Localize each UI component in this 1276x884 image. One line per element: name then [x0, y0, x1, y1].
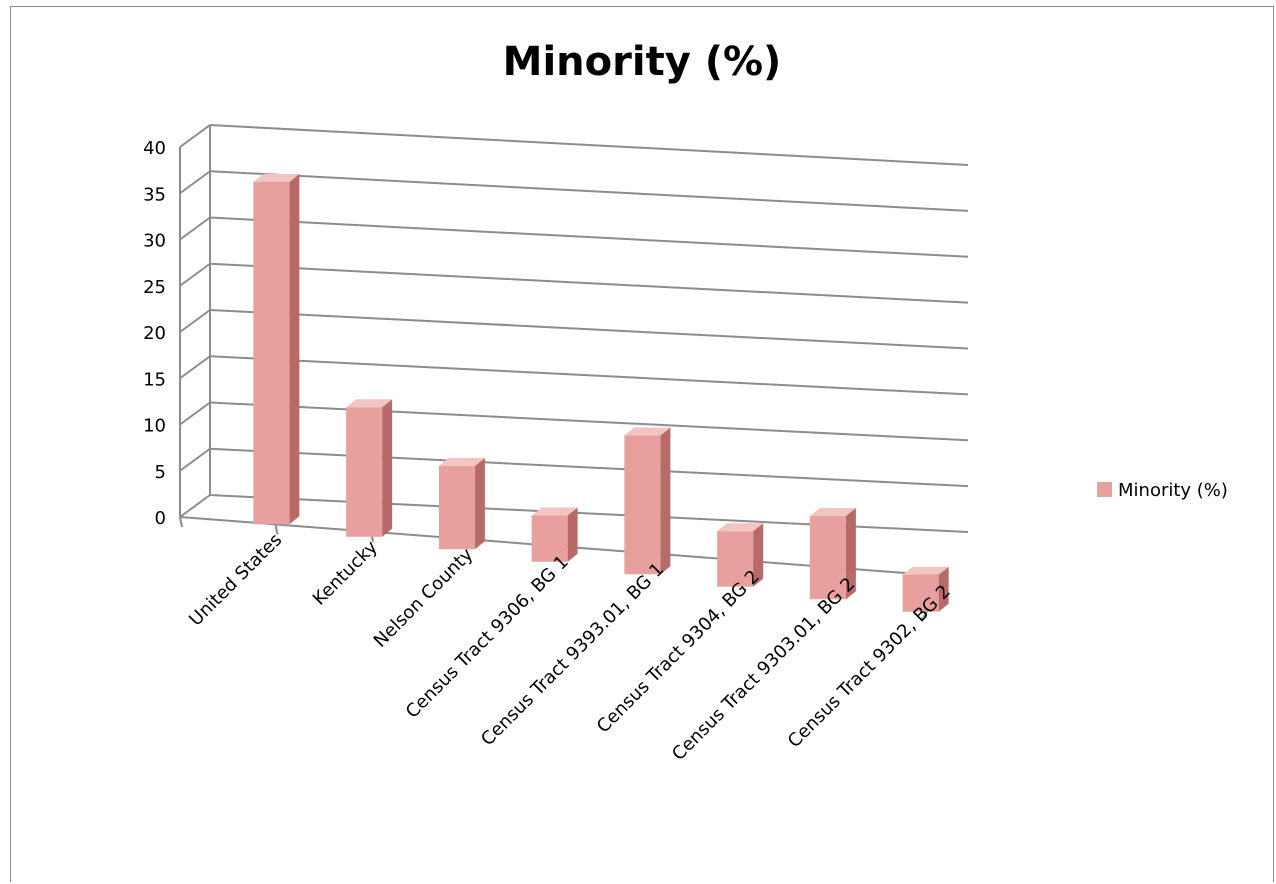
bar-side	[845, 508, 856, 600]
y-tick-label: 5	[155, 462, 166, 483]
bar-front	[438, 466, 475, 550]
bar-top	[253, 174, 300, 182]
bar-side	[382, 399, 393, 537]
chart-frame	[10, 6, 1274, 882]
bar-top	[438, 458, 485, 466]
gridline	[209, 262, 969, 304]
gridline	[209, 170, 969, 212]
side-gridline	[179, 309, 211, 333]
side-gridline	[179, 355, 211, 380]
y-tick-label: 20	[143, 323, 166, 344]
chart-title: Minority (%)	[503, 39, 782, 85]
side-gridline	[179, 494, 211, 518]
bar-top	[809, 508, 856, 516]
bar	[531, 507, 578, 562]
bar	[717, 523, 764, 587]
legend: Minority (%)	[1097, 480, 1228, 501]
x-tick	[179, 516, 183, 528]
x-category-label: Census Tract 9306, BG 1	[402, 551, 573, 722]
bar	[346, 399, 393, 537]
side-gridline	[179, 124, 211, 148]
bar-front	[346, 407, 383, 537]
bar	[809, 508, 856, 600]
bar-top	[346, 399, 393, 408]
legend-label: Minority (%)	[1118, 480, 1228, 501]
gridline	[209, 355, 969, 396]
side-gridline	[179, 401, 211, 426]
side-gridline	[179, 262, 211, 287]
gridline	[209, 124, 969, 166]
bar-top	[717, 523, 764, 532]
bar-top	[902, 566, 949, 575]
bar-front	[902, 574, 939, 612]
bar-side	[567, 507, 578, 562]
bar-side	[660, 427, 671, 575]
legend-swatch	[1097, 482, 1112, 497]
bar-front	[717, 531, 754, 587]
bar	[438, 458, 485, 550]
x-category-label: Nelson County	[370, 544, 478, 652]
y-tick-label: 25	[143, 277, 166, 298]
x-category-label: Census Tract 9302, BG 2	[784, 581, 955, 752]
gridline	[209, 401, 969, 442]
gridline	[209, 216, 969, 258]
x-category-label: Kentucky	[309, 537, 382, 610]
x-category-label: Census Tract 9304, BG 2	[593, 566, 764, 737]
bar-side	[753, 523, 764, 587]
x-category-label: Census Tract 9303.01, BG 2	[668, 574, 859, 765]
y-tick-label: 35	[143, 184, 166, 205]
bar-side	[938, 566, 949, 612]
bar-front	[531, 515, 568, 562]
bar-top	[624, 427, 671, 436]
bar-front	[624, 435, 661, 575]
bar-side	[474, 458, 485, 550]
x-tick	[274, 524, 279, 535]
side-gridline	[179, 216, 211, 241]
gridline	[209, 447, 969, 488]
bar	[624, 427, 671, 575]
y-tick-label: 40	[143, 138, 166, 159]
bar-front	[253, 182, 290, 525]
bar-front	[809, 516, 846, 600]
bar	[902, 566, 949, 612]
y-tick-label: 10	[143, 416, 166, 437]
bar-top	[531, 507, 578, 516]
bars-layer	[253, 174, 949, 612]
y-tick-label: 15	[143, 369, 166, 390]
y-tick-label: 0	[155, 508, 166, 529]
side-gridline	[179, 170, 211, 195]
y-axis-ticks: 0 5 10 15 20 25 30 35 40	[143, 138, 166, 529]
gridline	[209, 309, 969, 350]
side-gridline	[179, 447, 211, 472]
bar	[253, 174, 300, 525]
y-tick-label: 30	[143, 231, 166, 252]
bar-side	[289, 174, 300, 525]
x-category-label: Census Tract 9393.01, BG 1	[477, 559, 668, 750]
x-category-label: United States	[185, 529, 286, 630]
